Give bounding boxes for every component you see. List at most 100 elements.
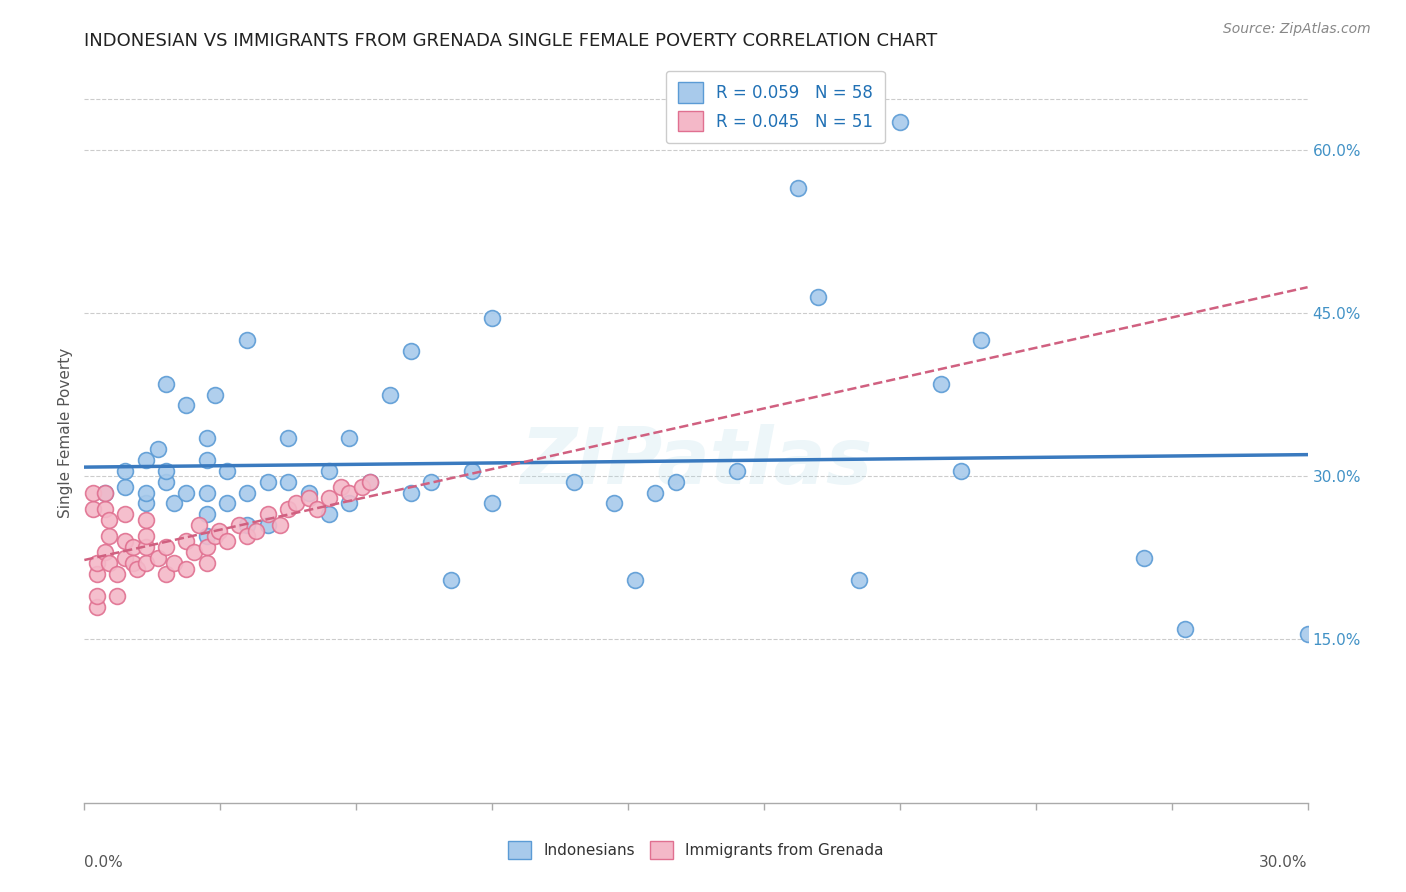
Point [86,556,108,570]
Point [624,573,647,587]
Point [562,475,585,489]
Point [105,589,128,603]
Point [195,485,218,500]
Point [195,431,218,445]
Point [187,518,209,533]
Point [298,491,321,505]
Point [725,464,748,478]
Point [236,529,259,543]
Point [257,508,280,522]
Text: INDONESIAN VS IMMIGRANTS FROM GRENADA SINGLE FEMALE POVERTY CORRELATION CHART: INDONESIAN VS IMMIGRANTS FROM GRENADA SI… [84,32,938,50]
Point [174,398,197,412]
Point [174,562,197,576]
Legend: Indonesians, Immigrants from Grenada: Indonesians, Immigrants from Grenada [502,835,890,865]
Point [380,387,402,401]
Point [461,464,484,478]
Point [122,540,145,554]
Text: 0.0%: 0.0% [84,855,124,870]
Point [93,501,115,516]
Point [889,115,911,129]
Point [277,501,299,516]
Point [399,485,422,500]
Point [195,453,218,467]
Point [420,475,443,489]
Point [174,534,197,549]
Point [285,496,308,510]
Point [339,485,361,500]
Point [114,550,136,565]
Text: Source: ZipAtlas.com: Source: ZipAtlas.com [1223,22,1371,37]
Point [114,480,136,494]
Point [163,496,186,510]
Point [481,311,503,326]
Point [399,343,422,358]
Point [204,387,226,401]
Point [603,496,626,510]
Point [163,556,186,570]
Text: ZIPatlas: ZIPatlas [520,425,872,500]
Point [135,529,157,543]
Point [86,599,108,614]
Point [277,431,299,445]
Point [135,453,157,467]
Point [155,376,177,391]
Point [236,485,259,500]
Point [1174,622,1197,636]
Point [97,529,120,543]
Point [330,480,353,494]
Point [208,524,231,538]
Point [93,545,115,559]
Point [269,518,291,533]
Point [114,508,136,522]
Point [318,491,340,505]
Point [155,540,177,554]
Point [114,464,136,478]
Point [481,496,503,510]
Point [277,475,299,489]
Point [665,475,688,489]
Point [195,556,218,570]
Point [105,567,128,582]
Point [807,289,830,303]
Point [86,567,108,582]
Point [204,529,226,543]
Point [114,534,136,549]
Point [644,485,666,500]
Point [257,518,280,533]
Point [305,501,328,516]
Point [97,556,120,570]
Point [787,180,810,194]
Point [135,513,157,527]
Point [848,573,870,587]
Point [195,529,218,543]
Point [350,480,373,494]
Point [183,545,205,559]
Point [86,589,108,603]
Point [82,501,104,516]
Point [257,475,280,489]
Point [217,464,239,478]
Point [93,485,115,500]
Point [122,556,145,570]
Y-axis label: Single Female Poverty: Single Female Poverty [58,348,73,517]
Point [146,550,169,565]
Point [146,442,169,456]
Point [1296,627,1319,641]
Point [318,464,340,478]
Point [135,556,157,570]
Point [82,485,104,500]
Point [318,508,340,522]
Point [155,464,177,478]
Point [155,567,177,582]
Point [195,508,218,522]
Point [440,573,463,587]
Point [245,524,267,538]
Point [359,475,381,489]
Point [135,496,157,510]
Point [93,485,115,500]
Text: 30.0%: 30.0% [1260,855,1308,870]
Point [1133,550,1156,565]
Point [97,513,120,527]
Point [135,540,157,554]
Point [236,333,259,347]
